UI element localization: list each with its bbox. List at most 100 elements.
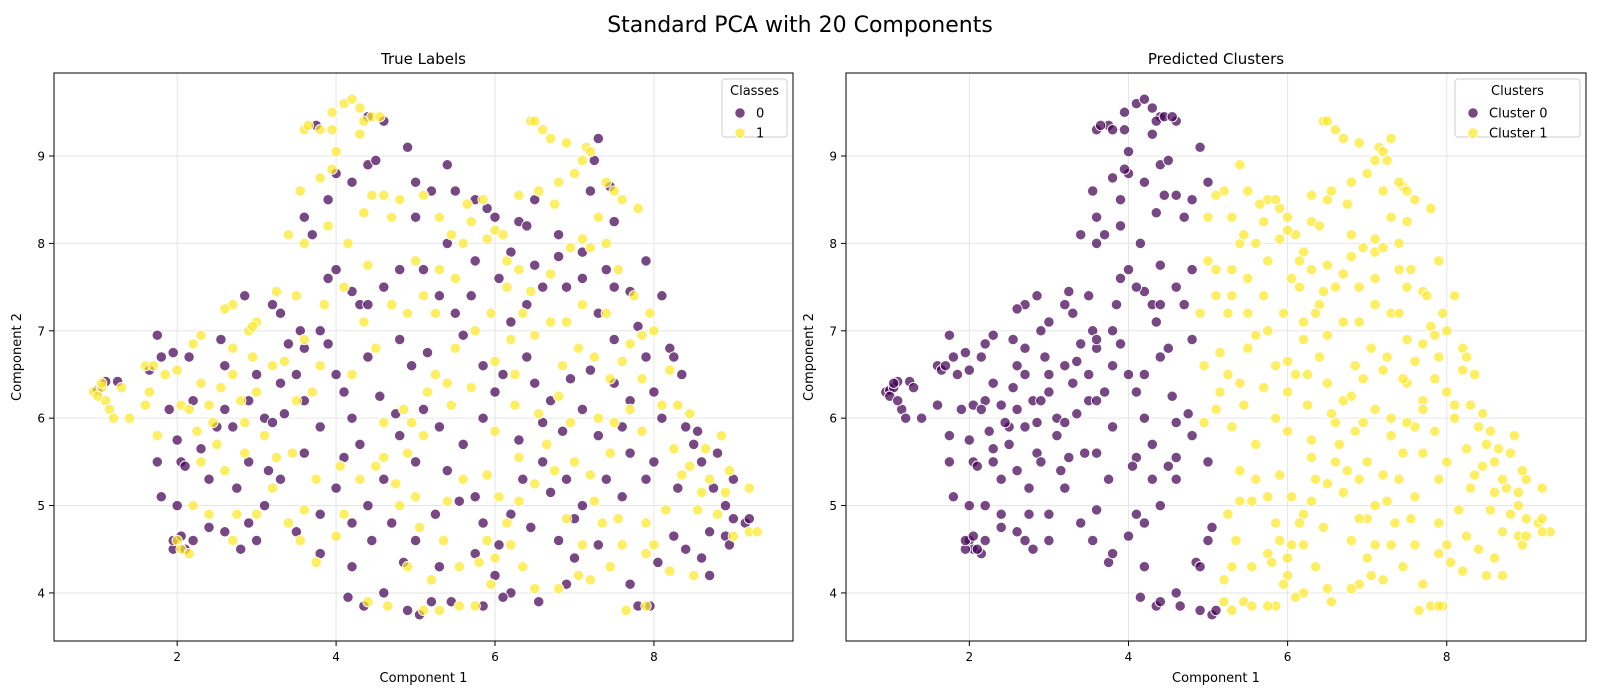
scatter-point: [270, 285, 283, 298]
scatter-point: [1449, 290, 1461, 302]
scatter-point: [1174, 600, 1186, 612]
scatter-point: [1043, 368, 1055, 381]
scatter-point: [1353, 137, 1365, 149]
scatter-point: [278, 408, 291, 420]
scatter-point: [987, 443, 999, 455]
scatter-point: [1349, 360, 1361, 372]
scatter-point: [187, 499, 199, 512]
scatter-point: [987, 329, 999, 341]
scatter-point: [1258, 290, 1270, 302]
scatter-point: [1429, 425, 1441, 437]
scatter-point: [239, 416, 251, 429]
scatter-point: [469, 325, 481, 337]
scatter-point: [544, 316, 557, 328]
scatter-point: [290, 290, 303, 302]
scatter-point: [1043, 386, 1055, 398]
scatter-point: [330, 145, 342, 158]
scatter-point: [342, 591, 354, 603]
scatter-point: [1361, 552, 1373, 564]
scatter-point: [266, 298, 279, 311]
scatter-point: [1325, 185, 1338, 197]
scatter-point: [1126, 460, 1139, 472]
scatter-point: [294, 534, 306, 547]
scatter-point: [640, 547, 652, 560]
scatter-point: [405, 416, 418, 429]
scatter-point: [513, 451, 525, 464]
scatter-point: [1353, 281, 1365, 293]
scatter-point: [362, 351, 374, 363]
scatter-point: [1186, 194, 1198, 206]
legend-entry: 0: [756, 107, 764, 122]
scatter-point: [215, 381, 227, 394]
scatter-point: [1003, 438, 1015, 451]
scatter-point: [1138, 93, 1151, 105]
scatter-point: [979, 534, 991, 547]
scatter-point: [354, 438, 366, 451]
scatter-point: [1457, 565, 1469, 577]
scatter-point: [183, 351, 195, 363]
scatter-point: [171, 364, 183, 376]
scatter-point: [1170, 587, 1182, 599]
scatter-point: [648, 325, 660, 337]
scatter-point: [1496, 526, 1509, 538]
scatter-point: [1059, 416, 1071, 429]
scatter-point: [207, 416, 219, 429]
scatter-point: [1186, 333, 1198, 346]
scatter-point: [1325, 596, 1338, 608]
scatter-point: [943, 456, 956, 468]
scatter-point: [660, 504, 672, 516]
scatter-point: [155, 491, 167, 503]
scatter-point: [1393, 237, 1405, 250]
scatter-point: [1031, 416, 1043, 429]
scatter-point: [568, 552, 581, 564]
scatter-point: [227, 421, 239, 433]
y-tick-label: 4: [37, 586, 45, 600]
scatter-point: [1027, 543, 1039, 555]
scatter-point: [1417, 403, 1429, 416]
scatter-point: [1321, 115, 1334, 127]
scatter-point: [592, 211, 604, 223]
scatter-point: [1011, 526, 1023, 538]
scatter-point: [501, 281, 513, 293]
scatter-point: [1031, 290, 1043, 302]
scatter-point: [1369, 499, 1381, 512]
scatter-point: [513, 189, 525, 201]
scatter-point: [1258, 215, 1270, 228]
scatter-point: [417, 263, 430, 276]
scatter-point: [314, 421, 326, 433]
scatter-point: [421, 346, 434, 359]
scatter-point: [394, 333, 406, 346]
legend-marker: [1467, 107, 1479, 119]
scatter-point: [298, 447, 310, 459]
scatter-point: [306, 386, 318, 398]
scatter-point: [1106, 547, 1119, 560]
scatter-point: [107, 412, 120, 424]
scatter-point: [1043, 534, 1055, 547]
y-tick-label: 9: [829, 150, 837, 164]
scatter-point: [1246, 561, 1258, 573]
scatter-point: [298, 237, 310, 250]
scatter-point: [576, 499, 589, 512]
scatter-point: [1329, 281, 1342, 293]
scatter-point: [477, 194, 489, 206]
scatter-point: [1472, 543, 1485, 555]
scatter-point: [1433, 473, 1445, 485]
scatter-point: [1297, 333, 1310, 346]
scatter-point: [751, 526, 763, 538]
scatter-point: [1138, 412, 1151, 424]
scatter-point: [584, 242, 597, 254]
scatter-point: [1226, 290, 1238, 302]
scatter-point: [564, 373, 577, 385]
legend-entry: 1: [756, 127, 764, 142]
scatter-point: [1262, 491, 1274, 503]
scatter-point: [310, 556, 322, 569]
x-tick-label: 4: [332, 650, 340, 664]
scatter-point: [266, 416, 279, 429]
scatter-point: [1389, 517, 1401, 529]
scatter-point: [235, 395, 247, 407]
scatter-point: [1194, 604, 1206, 617]
scatter-point: [473, 556, 485, 569]
scatter-point: [688, 569, 700, 582]
scatter-point: [1329, 456, 1342, 468]
scatter-point: [1488, 552, 1501, 564]
